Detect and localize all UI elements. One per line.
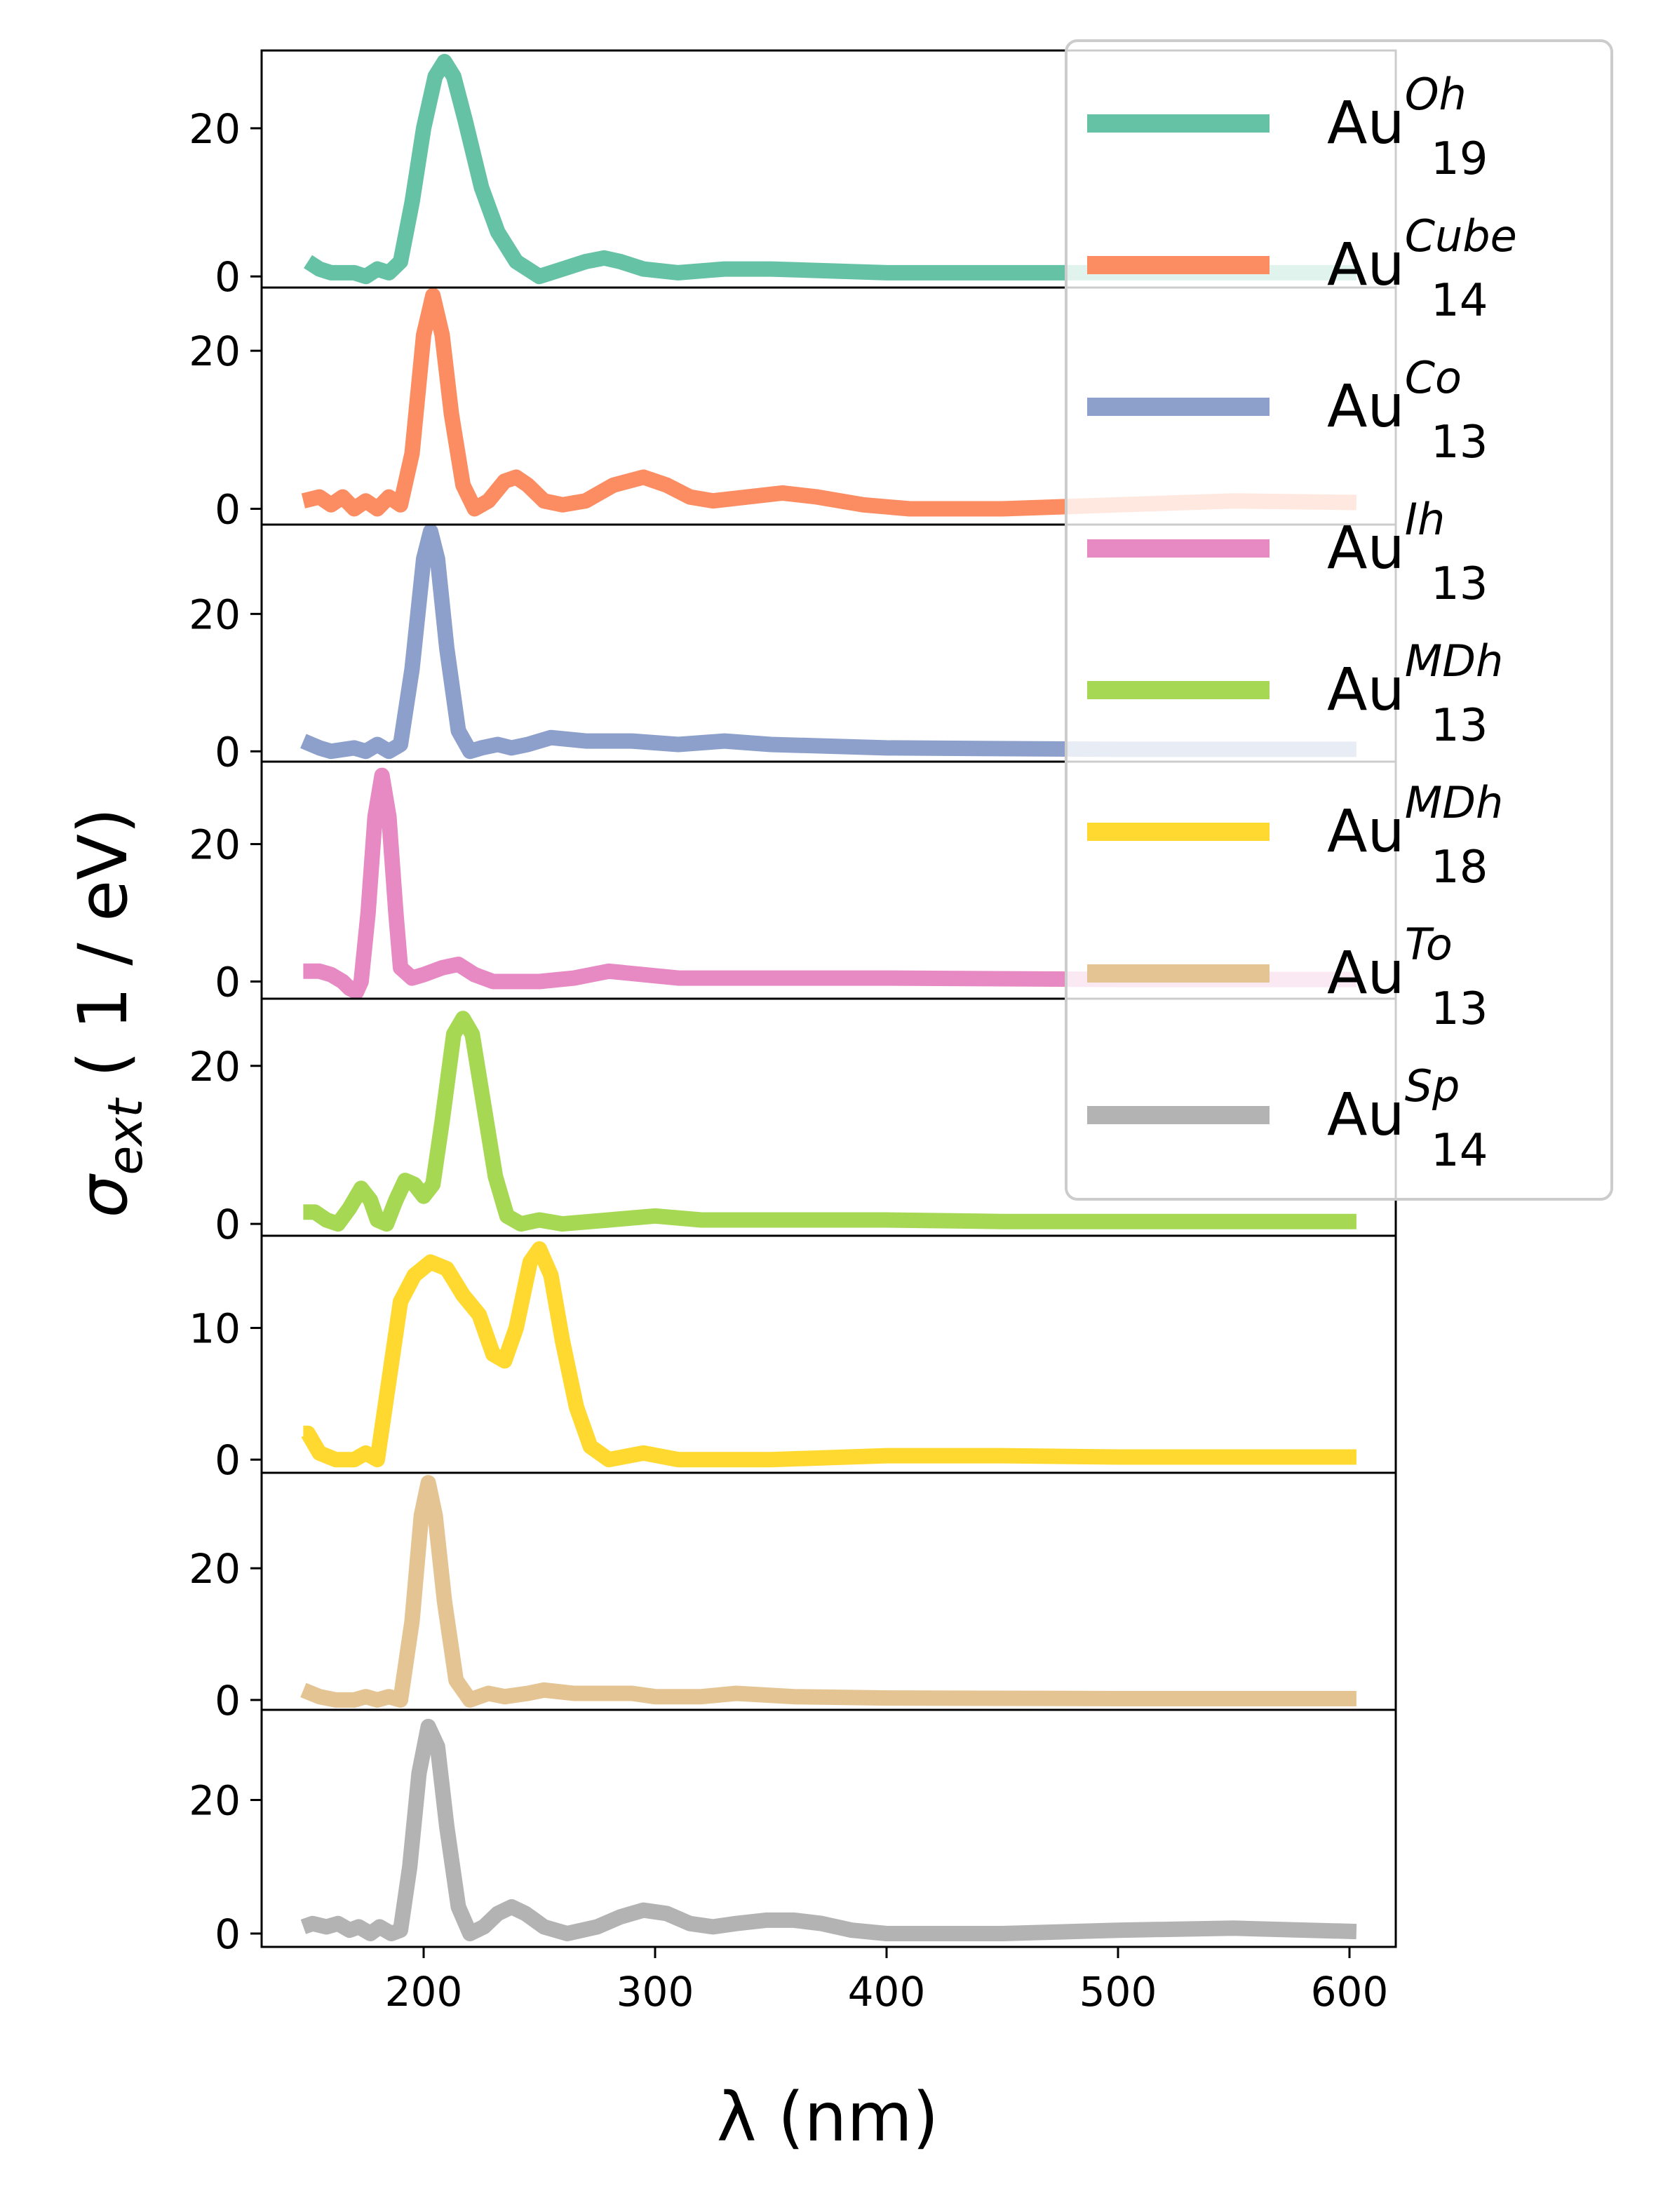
legend-label: AuCube 14 [1327, 210, 1517, 327]
legend-label-superscript: Co [1405, 352, 1462, 403]
y-tick-label: 0 [215, 1677, 241, 1725]
legend-label-base: Au [1327, 372, 1405, 440]
legend-label: AuOh 19 [1327, 69, 1488, 185]
series-line-au13-to [300, 1475, 1356, 1708]
y-tick-label: 20 [189, 1777, 241, 1825]
legend-label-base: Au [1327, 655, 1405, 724]
subplot-frame [260, 1234, 1397, 1474]
x-tick-label: 300 [617, 1968, 694, 2016]
series-line-au13-co [300, 523, 1356, 760]
subplot-frame [260, 1708, 1397, 1948]
legend-label-superscript: Cube [1405, 210, 1517, 262]
series-line-au14-sp [300, 1718, 1357, 1941]
legend-label-subscript: 14 [1431, 1125, 1488, 1177]
legend-label: AuIh 13 [1327, 494, 1488, 610]
legend-label-base: Au [1327, 938, 1405, 1007]
legend-label-superscript: To [1405, 919, 1453, 970]
y-axis-label-subscript: ext [98, 1097, 154, 1175]
y-tick-label: 20 [189, 105, 241, 153]
y-tick-label: 0 [215, 253, 241, 301]
legend-label-base: Au [1327, 797, 1405, 865]
x-tick-label: 500 [1079, 1968, 1157, 2016]
legend-entry-4: AuIh 13 [1087, 494, 1488, 610]
subplot-6: 0 10 [189, 1234, 1397, 1484]
y-tick-label: 0 [215, 1436, 241, 1484]
legend-label-superscript: MDh [1405, 635, 1504, 687]
legend-label-subscript: 13 [1431, 417, 1488, 468]
legend-entry-7: AuTo 13 [1087, 919, 1488, 1035]
legend-label-base: Au [1327, 1080, 1405, 1149]
y-tick-label: 20 [189, 328, 241, 375]
y-tick-label: 0 [215, 1201, 241, 1248]
legend-label: AuSp 14 [1327, 1060, 1488, 1177]
series-line-au13-ih [303, 767, 1356, 1000]
legend-label-base: Au [1327, 230, 1405, 299]
subplot-2: 0 20 [189, 286, 1397, 533]
legend-box [1065, 39, 1613, 1201]
x-tick-label: 600 [1311, 1968, 1389, 2016]
y-tick-label: 0 [215, 485, 241, 533]
y-tick-label: 20 [189, 591, 241, 638]
legend-entry-8: AuSp 14 [1087, 1060, 1488, 1177]
legend-label: AuMDh 13 [1327, 635, 1503, 752]
y-axis-label-symbol: σ [64, 1173, 142, 1218]
y-axis-label-unit: ( 1 / eV) [64, 808, 142, 1099]
legend-label-subscript: 14 [1431, 275, 1488, 327]
legend-label-superscript: Sp [1405, 1060, 1460, 1112]
series-line-au19-oh [304, 53, 1356, 285]
y-tick-label: 20 [189, 821, 241, 869]
legend-label-subscript: 13 [1431, 700, 1488, 752]
legend-label-superscript: Ih [1405, 494, 1446, 545]
y-axis-label: σext ( 1 / eV) [64, 808, 154, 1218]
subplot-stack: 0 20 0 20 0 20 0 20 0 20 0 10 0 20 0 20 [189, 49, 1397, 1958]
x-tick-label: 400 [848, 1968, 926, 2016]
legend-label-subscript: 13 [1431, 558, 1488, 610]
y-tick-label: 20 [189, 1545, 241, 1593]
x-tick-label: 200 [385, 1968, 463, 2016]
subplot-5: 0 20 [189, 997, 1397, 1248]
y-tick-label: 10 [189, 1304, 241, 1352]
x-axis-label: λ (nm) [717, 2078, 939, 2157]
series-line-au18-mdh [300, 1241, 1356, 1468]
legend-entry-6: AuMDh 18 [1087, 777, 1503, 893]
legend-label-superscript: Oh [1405, 69, 1467, 120]
legend-entry-2: AuCube 14 [1087, 210, 1517, 327]
y-tick-label: 20 [189, 1043, 241, 1091]
legend-label: AuCo 13 [1327, 352, 1488, 468]
subplot-8: 0 20 [189, 1708, 1397, 1958]
legend-entry-5: AuMDh 13 [1087, 635, 1503, 752]
series-line-au14-cube [301, 288, 1357, 517]
legend-entry-3: AuCo 13 [1087, 352, 1488, 468]
y-tick-label: 0 [215, 728, 241, 776]
y-tick-label: 0 [215, 959, 241, 1006]
series-line-au13-mdh [303, 1011, 1356, 1232]
legend-label-subscript: 18 [1431, 842, 1488, 893]
legend-label-base: Au [1327, 88, 1405, 157]
legend-entry-1: AuOh 19 [1087, 69, 1488, 185]
legend-label: AuTo 13 [1327, 919, 1488, 1035]
y-tick-label: 0 [215, 1910, 241, 1958]
x-axis: 200 300 400 500 600 [385, 1947, 1389, 2016]
legend-label-subscript: 19 [1431, 133, 1488, 185]
legend-label-base: Au [1327, 513, 1405, 582]
subplot-7: 0 20 [189, 1471, 1397, 1725]
legend-label-superscript: MDh [1405, 777, 1504, 828]
legend-label-subscript: 13 [1431, 983, 1488, 1035]
legend-label: AuMDh 18 [1327, 777, 1503, 893]
